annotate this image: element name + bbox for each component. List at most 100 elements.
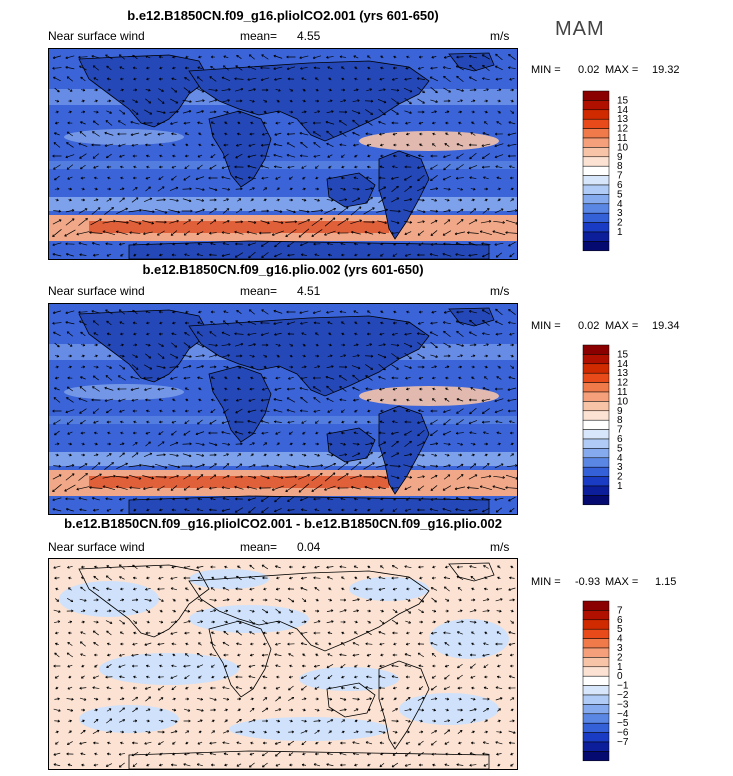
- colorbar-swatch: [582, 466, 610, 477]
- colorbar-swatch: [582, 638, 610, 649]
- colorbar-swatch: [582, 231, 610, 242]
- colorbar-tick-label: 4: [617, 199, 623, 210]
- colorbar-swatch: [582, 429, 610, 440]
- panel2-max-label: MAX =: [605, 320, 639, 332]
- panel2-variable: Near surface wind: [48, 284, 145, 298]
- panel1-min-label: MIN =: [531, 64, 561, 76]
- colorbar-swatch: [582, 485, 610, 496]
- colorbar-swatch: [582, 448, 610, 459]
- colorbar-swatch: [582, 109, 610, 120]
- colorbar-swatch: [582, 382, 610, 393]
- colorbar-swatch: [582, 476, 610, 487]
- panel3-title: b.e12.B1850CN.f09_g16.pliolCO2.001 - b.e…: [64, 516, 502, 531]
- colorbar-tick-label: 2: [617, 652, 623, 663]
- panel1-title: b.e12.B1850CN.f09_g16.pliolCO2.001 (yrs …: [127, 8, 439, 23]
- colorbar-swatch: [582, 732, 610, 743]
- colorbar-swatch: [582, 401, 610, 412]
- panel3-variable: Near surface wind: [48, 540, 145, 554]
- panel1-mean-label: mean=: [240, 29, 278, 43]
- colorbar-tick-label: 1: [617, 227, 623, 238]
- colorbar-tick-label: 5: [617, 624, 623, 635]
- colorbar-swatch: [582, 194, 610, 205]
- colorbar-tick-label: 7: [617, 171, 623, 182]
- panel2-max-value: 19.34: [652, 320, 680, 332]
- colorbar-tick-label: 7: [617, 425, 623, 436]
- colorbar-swatch: [582, 704, 610, 715]
- panel2-title: b.e12.B1850CN.f09_g16.plio.002 (yrs 601-…: [142, 262, 424, 277]
- panel3-min-value: -0.93: [575, 576, 601, 588]
- colorbar-tick-label: 4: [617, 634, 623, 645]
- colorbar-swatch: [582, 184, 610, 195]
- panel3-wind-diff-map: [48, 558, 518, 770]
- colorbar-tick-label: 2: [617, 472, 623, 483]
- colorbar-tick-label: 13: [617, 114, 629, 125]
- colorbar-tick-label: 7: [617, 605, 623, 616]
- colorbar-swatch: [582, 628, 610, 639]
- colorbar-tick-label: 11: [617, 387, 628, 398]
- colorbar-tick-label: −7: [617, 737, 629, 748]
- colorbar-tick-label: 9: [617, 406, 623, 417]
- colorbar-swatch: [582, 372, 610, 383]
- colorbar-tick-label: 3: [617, 208, 623, 219]
- colorbar-tick-label: 6: [617, 434, 623, 445]
- panel1-min-value: 0.02: [578, 64, 600, 76]
- colorbar-tick-label: 12: [617, 378, 629, 389]
- colorbar-tick-label: 13: [617, 368, 629, 379]
- colorbar-swatch: [582, 241, 610, 252]
- colorbar-swatch: [582, 175, 610, 186]
- panel3-min-label: MIN =: [531, 576, 561, 588]
- colorbar-swatch: [582, 165, 610, 176]
- panel3-mean-value: 0.04: [297, 540, 321, 554]
- colorbar-swatch: [582, 457, 610, 468]
- panel3-units: m/s: [490, 540, 510, 554]
- colorbar-tick-label: −5: [617, 718, 629, 729]
- colorbar-tick-label: 4: [617, 453, 623, 464]
- colorbar-swatch: [582, 118, 610, 129]
- colorbar-tick-label: 9: [617, 152, 623, 163]
- colorbar-swatch: [582, 156, 610, 167]
- colorbar-tick-label: 12: [617, 124, 629, 135]
- colorbar-swatch: [582, 685, 610, 696]
- colorbar-tick-label: 14: [617, 105, 629, 116]
- panel1-variable: Near surface wind: [48, 29, 145, 43]
- colorbar-swatch: [582, 100, 610, 111]
- colorbar-tick-label: −2: [617, 690, 629, 701]
- colorbar-swatch: [582, 203, 610, 214]
- colorbar-tick-label: 1: [617, 662, 623, 673]
- colorbar-tick-label: 3: [617, 643, 623, 654]
- panel2-colorbar: 15 14 13 12 11 10 9 8 7 6 5 4 3 2 1: [582, 344, 642, 511]
- colorbar-swatch: [582, 694, 610, 705]
- colorbar-tick-label: 2: [617, 218, 623, 229]
- colorbar-swatch: [582, 713, 610, 724]
- colorbar-tick-label: 6: [617, 180, 623, 191]
- panel3-max-label: MAX =: [605, 576, 639, 588]
- panel2-wind-map: [48, 303, 519, 515]
- colorbar-tick-label: 6: [617, 615, 623, 626]
- colorbar-swatch: [582, 137, 610, 148]
- colorbar-tick-label: 5: [617, 443, 623, 454]
- colorbar-tick-label: −3: [617, 699, 629, 710]
- colorbar-swatch: [582, 391, 610, 402]
- colorbar-tick-label: 15: [617, 95, 629, 106]
- panel2-units: m/s: [490, 284, 510, 298]
- colorbar-tick-label: 10: [617, 396, 629, 407]
- colorbar-tick-label: 3: [617, 462, 623, 473]
- colorbar-tick-label: 8: [617, 161, 623, 172]
- colorbar-swatch: [582, 600, 610, 611]
- panel2-mean-value: 4.51: [297, 284, 321, 298]
- colorbar-swatch: [582, 128, 610, 139]
- colorbar-tick-label: 0: [617, 671, 623, 682]
- panel1-wind-map: [48, 48, 519, 260]
- colorbar-swatch: [582, 344, 610, 355]
- panel1-max-value: 19.32: [652, 64, 680, 76]
- colorbar-swatch: [582, 495, 610, 506]
- panel1-mean-value: 4.55: [297, 29, 321, 43]
- panel2-min-value: 0.02: [578, 320, 600, 332]
- panel1-units: m/s: [490, 29, 510, 43]
- colorbar-swatch: [582, 354, 610, 365]
- panel3-colorbar: 7 6 5 4 3 2 1 0 −1 −2 −3 −4 −5 −6 −7: [582, 600, 642, 770]
- season-label: MAM: [555, 18, 605, 40]
- colorbar-swatch: [582, 438, 610, 449]
- colorbar-tick-label: 10: [617, 142, 629, 153]
- colorbar-swatch: [582, 610, 610, 621]
